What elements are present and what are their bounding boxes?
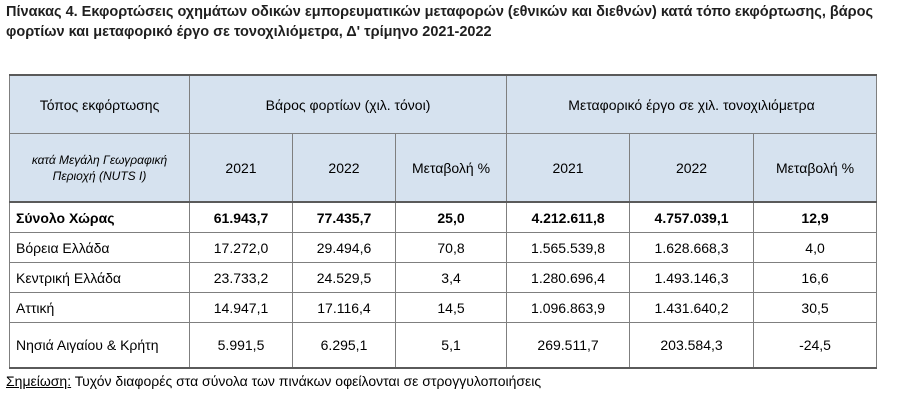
header-weight-change: Μεταβολή % [394,133,508,203]
cell-value: 269.511,7 [506,322,631,369]
cell-value: 1.493.146,3 [629,262,755,293]
cell-value: 14.947,1 [189,292,293,323]
row-region: Κεντρική Ελλάδα [9,262,190,293]
cell-value: 61.943,7 [189,201,293,233]
header-nuts: κατά Μεγάλη Γεωγραφική Περιοχή (NUTS I) [9,133,190,203]
footnote-label: Σημείωση: [6,373,72,389]
header-row-groups: Τόπος εκφόρτωσης Βάρος φορτίων (χιλ. τόν… [9,74,878,134]
cell-value: 17.272,0 [189,232,293,263]
cell-value: 4,0 [753,232,878,263]
footnote-text: Τυχόν διαφορές στα σύνολα των πινάκων οφ… [71,373,542,389]
header-tonkm-group: Μεταφορικό έργο σε χιλ. τονοχιλιόμετρα [506,74,878,134]
header-weight-group: Βάρος φορτίων (χιλ. τόνοι) [188,74,508,134]
cell-value: 1.096.863,9 [506,292,631,323]
header-tonkm-2021: 2021 [506,133,631,203]
table-row: Σύνολο Χώρας 61.943,7 77.435,7 25,0 4.21… [9,201,878,233]
cell-value: 29.494,6 [292,232,396,263]
cell-value: 4.212.611,8 [506,201,631,233]
cell-value: 5,1 [394,322,508,369]
cell-value: 17.116,4 [292,292,396,323]
cell-value: 1.280.696,4 [506,262,631,293]
cell-value: 1.565.539,8 [506,232,631,263]
cell-value: 23.733,2 [189,262,293,293]
table-row: Αττική 14.947,1 17.116,4 14,5 1.096.863,… [9,292,878,323]
cell-value: 30,5 [753,292,878,323]
unloadings-table: Τόπος εκφόρτωσης Βάρος φορτίων (χιλ. τόν… [9,74,878,369]
cell-value: 24.529,5 [292,262,396,293]
cell-value: -24,5 [753,322,878,369]
cell-value: 203.584,3 [629,322,755,369]
row-region: Νησιά Αιγαίου & Κρήτη [9,322,190,369]
row-region: Αττική [9,292,190,323]
header-region: Τόπος εκφόρτωσης [9,74,190,134]
row-region: Σύνολο Χώρας [9,201,190,233]
header-row-years: κατά Μεγάλη Γεωγραφική Περιοχή (NUTS I) … [9,133,878,203]
cell-value: 77.435,7 [292,201,396,233]
cell-value: 3,4 [394,262,508,293]
header-weight-2022: 2022 [292,133,396,203]
cell-value: 16,6 [753,262,878,293]
header-tonkm-change: Μεταβολή % [753,133,878,203]
cell-value: 4.757.039,1 [629,201,755,233]
cell-value: 1.628.668,3 [629,232,755,263]
footnote: Σημείωση: Τυχόν διαφορές στα σύνολα των … [6,373,541,389]
table-title: Πίνακας 4. Εκφορτώσεις οχημάτων οδικών ε… [6,4,874,40]
row-region: Βόρεια Ελλάδα [9,232,190,263]
cell-value: 70,8 [394,232,508,263]
cell-value: 14,5 [394,292,508,323]
header-weight-2021: 2021 [189,133,293,203]
cell-value: 5.991,5 [189,322,293,369]
cell-value: 6.295,1 [292,322,396,369]
cell-value: 25,0 [394,201,508,233]
table-row: Νησιά Αιγαίου & Κρήτη 5.991,5 6.295,1 5,… [9,322,878,369]
header-tonkm-2022: 2022 [629,133,755,203]
table-row: Βόρεια Ελλάδα 17.272,0 29.494,6 70,8 1.5… [9,232,878,263]
cell-value: 1.431.640,2 [629,292,755,323]
table-row: Κεντρική Ελλάδα 23.733,2 24.529,5 3,4 1.… [9,262,878,293]
cell-value: 12,9 [753,201,878,233]
